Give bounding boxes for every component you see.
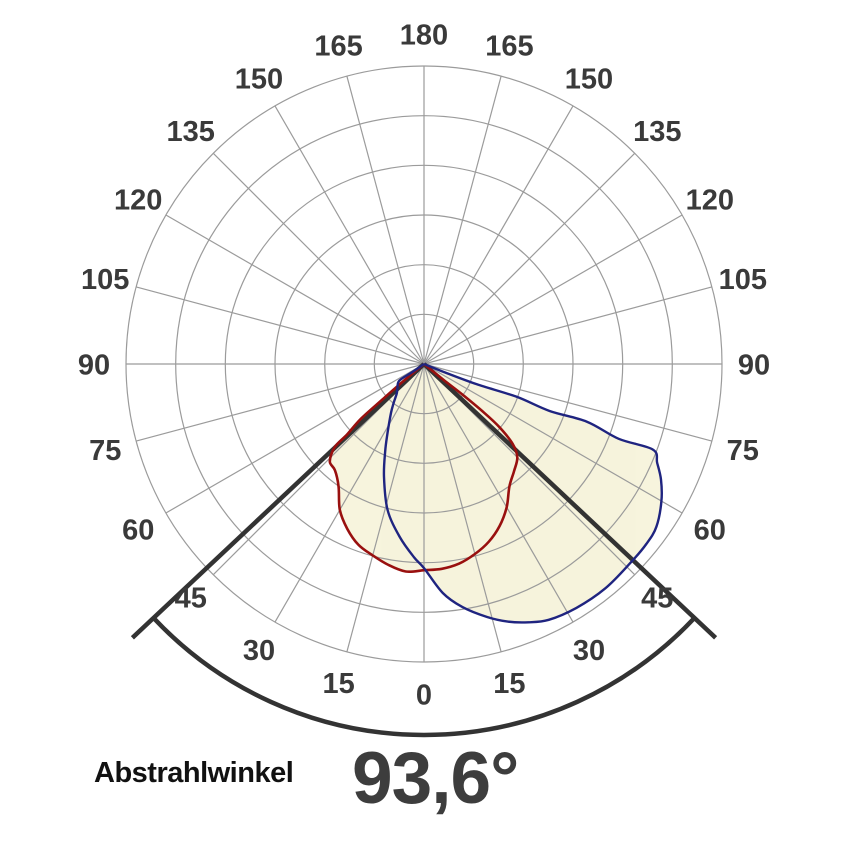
- angle-label-left-90: 90: [78, 349, 110, 381]
- grid-radial-line: [136, 286, 425, 365]
- angle-label-left-60: 60: [122, 514, 154, 546]
- beam-angle-arc: [151, 616, 697, 738]
- angle-label-right-165: 165: [485, 31, 533, 63]
- beam-limit-line-right: [422, 362, 718, 640]
- angle-label-right-75: 75: [727, 435, 759, 467]
- angle-label-left-120: 120: [114, 184, 162, 216]
- angle-label-right-90: 90: [738, 349, 770, 381]
- polar-grid-layer: [125, 65, 723, 663]
- beam-limit-line-left: [130, 362, 426, 640]
- red-curve: [328, 362, 519, 574]
- blue-curve: [382, 362, 664, 624]
- angle-labels-layer: 0 15 15 30 30 45 45 60 60 75 75 90 90 105 105 120 120 135…: [78, 19, 770, 711]
- grid-radial-line: [423, 363, 712, 442]
- grid-radial-line: [423, 214, 683, 365]
- grid-radial-line: [423, 76, 502, 365]
- beam-angle-value: 93,6°: [352, 738, 519, 819]
- angle-label-right-150: 150: [565, 64, 613, 96]
- angle-label-right-135: 135: [633, 116, 681, 148]
- grid-radial-line: [423, 105, 574, 365]
- angle-label-right-30: 30: [573, 635, 605, 667]
- grid-radial-line: [423, 152, 636, 365]
- angle-label-left-165: 165: [314, 31, 362, 63]
- angle-label-right-120: 120: [686, 184, 734, 216]
- grid-radial-line: [423, 286, 712, 365]
- grid-radial-line: [423, 363, 502, 652]
- intensity-curves-layer: [328, 362, 664, 624]
- grid-radial-line: [423, 363, 574, 623]
- angle-label-left-150: 150: [235, 64, 283, 96]
- blue-curve-fill: [383, 364, 662, 623]
- grid-radial-line: [165, 363, 425, 514]
- angle-label-right-15: 15: [493, 668, 525, 700]
- grid-radial-line: [136, 363, 425, 442]
- angle-label-left-75: 75: [89, 435, 121, 467]
- beam-angle-marker-layer: [130, 362, 718, 738]
- grid-radial-line: [423, 363, 683, 514]
- grid-radial-line: [165, 214, 425, 365]
- angle-label-left-105: 105: [81, 264, 129, 296]
- grid-radial-line: [274, 363, 425, 623]
- angle-label-left-135: 135: [167, 116, 215, 148]
- angle-label-left-30: 30: [243, 635, 275, 667]
- angle-label-right-105: 105: [719, 264, 767, 296]
- angle-label-0: 0: [416, 679, 432, 711]
- angle-label-left-45: 45: [175, 583, 207, 615]
- angle-label-right-60: 60: [694, 514, 726, 546]
- grid-radial-line: [274, 105, 425, 365]
- grid-radial-line: [346, 76, 425, 365]
- angle-label-right-45: 45: [641, 583, 673, 615]
- grid-radial-line: [212, 152, 425, 365]
- angle-label-180: 180: [400, 19, 448, 51]
- grid-radial-line: [346, 363, 425, 652]
- beam-angle-caption: Abstrahlwinkel: [94, 757, 294, 789]
- angle-label-left-15: 15: [322, 668, 354, 700]
